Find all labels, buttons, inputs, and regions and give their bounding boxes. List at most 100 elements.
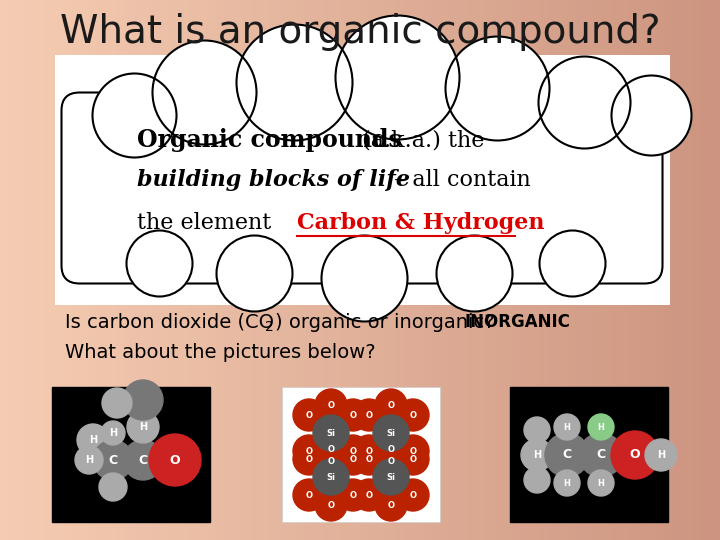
Circle shape [293, 399, 325, 431]
Circle shape [353, 479, 385, 511]
FancyBboxPatch shape [61, 92, 662, 284]
Circle shape [521, 439, 553, 471]
Text: O: O [366, 490, 372, 500]
Bar [360, 0, 370, 540]
Circle shape [149, 434, 201, 486]
Text: INORGANIC: INORGANIC [465, 313, 571, 331]
Circle shape [336, 16, 459, 139]
Bar [324, 0, 334, 540]
Circle shape [315, 445, 347, 477]
Text: O: O [366, 410, 372, 420]
Bar [558, 0, 568, 540]
Circle shape [102, 388, 132, 418]
Circle shape [127, 411, 159, 443]
Bar [396, 0, 406, 540]
Bar [99, 0, 109, 540]
Circle shape [397, 435, 429, 467]
Text: C: C [562, 449, 572, 462]
Circle shape [446, 37, 549, 140]
Bar [234, 0, 244, 540]
Bar [639, 0, 649, 540]
Bar [216, 0, 226, 540]
Circle shape [92, 73, 176, 158]
Bar [630, 0, 640, 540]
Circle shape [375, 445, 407, 477]
Circle shape [123, 380, 163, 420]
Text: Si: Si [326, 429, 336, 437]
Circle shape [353, 443, 385, 475]
Circle shape [217, 235, 292, 312]
Text: Si: Si [326, 472, 336, 482]
Bar [351, 0, 361, 540]
Text: H: H [85, 455, 93, 465]
Circle shape [315, 433, 347, 465]
Bar [180, 0, 190, 540]
Circle shape [353, 435, 385, 467]
Bar [477, 0, 487, 540]
Text: H: H [89, 435, 97, 445]
Bar [567, 0, 577, 540]
Bar [9, 0, 19, 540]
Text: H: H [109, 428, 117, 438]
Bar [108, 0, 118, 540]
Circle shape [337, 479, 369, 511]
Bar [52, 387, 210, 522]
Circle shape [293, 435, 325, 467]
Bar [531, 0, 541, 540]
Text: O: O [387, 401, 395, 409]
Text: What is an organic compound?: What is an organic compound? [60, 13, 660, 51]
Bar [510, 387, 668, 522]
Text: H: H [533, 450, 541, 460]
Circle shape [337, 443, 369, 475]
Circle shape [337, 435, 369, 467]
Bar [252, 0, 262, 540]
Text: O: O [410, 455, 416, 463]
Bar [45, 0, 55, 540]
Text: O: O [630, 449, 640, 462]
Text: building blocks of life: building blocks of life [137, 169, 410, 191]
Bar [189, 0, 199, 540]
Circle shape [436, 235, 513, 312]
Text: O: O [349, 447, 356, 456]
Bar [54, 0, 64, 540]
Text: C: C [109, 454, 117, 467]
Bar [153, 0, 163, 540]
Circle shape [75, 446, 103, 474]
Circle shape [373, 459, 409, 495]
Text: What about the pictures below?: What about the pictures below? [65, 342, 376, 361]
Bar [225, 0, 235, 540]
Bar [171, 0, 181, 540]
Text: O: O [305, 410, 312, 420]
Bar [90, 0, 100, 540]
Circle shape [99, 473, 127, 501]
Text: O: O [366, 447, 372, 456]
Circle shape [611, 431, 659, 479]
Circle shape [588, 470, 614, 496]
Circle shape [611, 76, 691, 156]
Bar [315, 0, 325, 540]
Bar [540, 0, 550, 540]
Text: Si: Si [387, 472, 395, 482]
Circle shape [123, 440, 163, 480]
Text: O: O [349, 490, 356, 500]
Text: O: O [410, 447, 416, 456]
Bar [513, 0, 523, 540]
Text: O: O [349, 455, 356, 463]
Circle shape [397, 399, 429, 431]
Text: the element: the element [137, 212, 286, 234]
Bar [72, 0, 82, 540]
Bar [450, 0, 460, 540]
Circle shape [315, 489, 347, 521]
Bar [342, 0, 352, 540]
Text: (a.k.a.) the: (a.k.a.) the [355, 129, 485, 151]
Text: H: H [139, 422, 147, 432]
Bar [135, 0, 145, 540]
Circle shape [313, 459, 349, 495]
Bar [243, 0, 253, 540]
Text: – all contain: – all contain [387, 169, 531, 191]
Bar [126, 0, 136, 540]
Bar [297, 0, 307, 540]
Bar [279, 0, 289, 540]
Circle shape [236, 24, 353, 140]
Bar [495, 0, 505, 540]
